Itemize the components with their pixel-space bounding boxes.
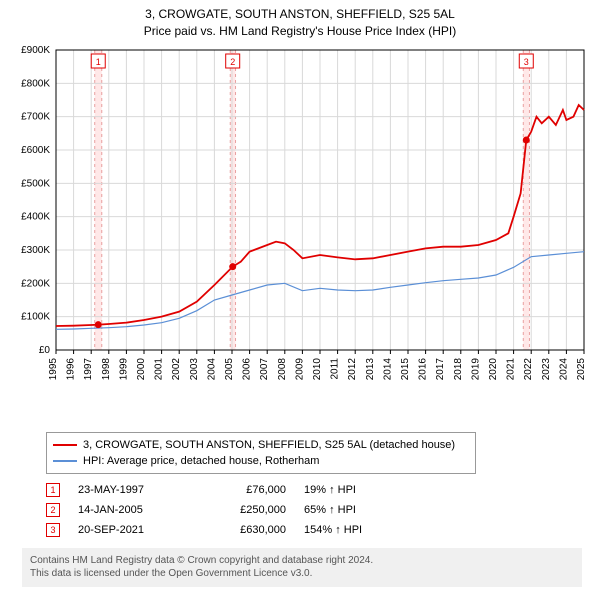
svg-text:1999: 1999 xyxy=(118,357,129,380)
svg-text:2023: 2023 xyxy=(541,357,552,380)
svg-text:2009: 2009 xyxy=(294,357,305,380)
svg-text:1998: 1998 xyxy=(101,357,112,380)
svg-text:£100K: £100K xyxy=(21,311,50,322)
svg-text:2007: 2007 xyxy=(259,357,270,380)
svg-text:2018: 2018 xyxy=(453,357,464,380)
sale-date: 14-JAN-2005 xyxy=(78,504,188,516)
table-row: 1 23-MAY-1997 £76,000 19% ↑ HPI xyxy=(46,480,592,500)
marker-badge: 2 xyxy=(46,503,60,517)
svg-text:2025: 2025 xyxy=(576,357,587,380)
svg-text:2014: 2014 xyxy=(382,357,393,380)
sale-price: £76,000 xyxy=(206,484,286,496)
sale-price: £630,000 xyxy=(206,524,286,536)
svg-text:£700K: £700K xyxy=(21,111,50,122)
line-chart: £0 £100K £200K £300K £400K £500K £600K £700K £80… xyxy=(8,44,592,424)
table-row: 2 14-JAN-2005 £250,000 65% ↑ HPI xyxy=(46,500,592,520)
svg-text:2003: 2003 xyxy=(189,357,200,380)
marker-badge: 1 xyxy=(46,483,60,497)
svg-text:2000: 2000 xyxy=(136,357,147,380)
sale-vs-hpi: 65% ↑ HPI xyxy=(304,504,394,516)
title-address: 3, CROWGATE, SOUTH ANSTON, SHEFFIELD, S2… xyxy=(8,6,592,23)
sale-vs-hpi: 19% ↑ HPI xyxy=(304,484,394,496)
svg-text:2008: 2008 xyxy=(277,357,288,380)
svg-text:£200K: £200K xyxy=(21,278,50,289)
svg-text:2010: 2010 xyxy=(312,357,323,380)
svg-text:£500K: £500K xyxy=(21,178,50,189)
sale-price: £250,000 xyxy=(206,504,286,516)
svg-text:2: 2 xyxy=(230,57,235,67)
attribution-footer: Contains HM Land Registry data © Crown c… xyxy=(22,548,582,587)
legend: 3, CROWGATE, SOUTH ANSTON, SHEFFIELD, S2… xyxy=(46,432,476,474)
svg-text:1997: 1997 xyxy=(83,357,94,380)
svg-text:£900K: £900K xyxy=(21,45,50,56)
svg-text:£800K: £800K xyxy=(21,78,50,89)
svg-text:2020: 2020 xyxy=(488,357,499,380)
svg-text:2015: 2015 xyxy=(400,357,411,380)
table-row: 3 20-SEP-2021 £630,000 154% ↑ HPI xyxy=(46,520,592,540)
svg-text:2021: 2021 xyxy=(506,357,517,380)
svg-text:2019: 2019 xyxy=(470,357,481,380)
svg-text:1: 1 xyxy=(96,57,101,67)
sale-vs-hpi: 154% ↑ HPI xyxy=(304,524,394,536)
svg-text:2001: 2001 xyxy=(154,357,165,380)
svg-text:1995: 1995 xyxy=(48,357,59,380)
svg-text:2006: 2006 xyxy=(242,357,253,380)
footer-line: This data is licensed under the Open Gov… xyxy=(30,567,574,581)
sale-date: 20-SEP-2021 xyxy=(78,524,188,536)
chart-container: { "title_line1": "3, CROWGATE, SOUTH ANS… xyxy=(0,0,600,595)
marker-table: 1 23-MAY-1997 £76,000 19% ↑ HPI 2 14-JAN… xyxy=(46,480,592,540)
svg-text:2022: 2022 xyxy=(523,357,534,380)
legend-row: HPI: Average price, detached house, Roth… xyxy=(53,453,469,469)
svg-text:1996: 1996 xyxy=(66,357,77,380)
legend-swatch xyxy=(53,444,77,446)
legend-row: 3, CROWGATE, SOUTH ANSTON, SHEFFIELD, S2… xyxy=(53,437,469,453)
svg-text:£400K: £400K xyxy=(21,211,50,222)
chart-titles: 3, CROWGATE, SOUTH ANSTON, SHEFFIELD, S2… xyxy=(8,6,592,40)
svg-text:2005: 2005 xyxy=(224,357,235,380)
legend-label: HPI: Average price, detached house, Roth… xyxy=(83,455,319,467)
svg-text:£600K: £600K xyxy=(21,145,50,156)
svg-text:2024: 2024 xyxy=(558,357,569,380)
svg-text:£300K: £300K xyxy=(21,245,50,256)
svg-text:2013: 2013 xyxy=(365,357,376,380)
svg-text:2016: 2016 xyxy=(418,357,429,380)
svg-text:2002: 2002 xyxy=(171,357,182,380)
svg-text:3: 3 xyxy=(524,57,529,67)
marker-badge: 3 xyxy=(46,523,60,537)
svg-text:2012: 2012 xyxy=(347,357,358,380)
svg-text:2011: 2011 xyxy=(330,357,341,379)
svg-text:£0: £0 xyxy=(39,345,51,356)
svg-text:2004: 2004 xyxy=(206,357,217,380)
svg-text:2017: 2017 xyxy=(435,357,446,380)
sale-date: 23-MAY-1997 xyxy=(78,484,188,496)
legend-swatch xyxy=(53,460,77,462)
title-subtitle: Price paid vs. HM Land Registry's House … xyxy=(8,23,592,40)
legend-label: 3, CROWGATE, SOUTH ANSTON, SHEFFIELD, S2… xyxy=(83,439,455,451)
footer-line: Contains HM Land Registry data © Crown c… xyxy=(30,554,574,568)
